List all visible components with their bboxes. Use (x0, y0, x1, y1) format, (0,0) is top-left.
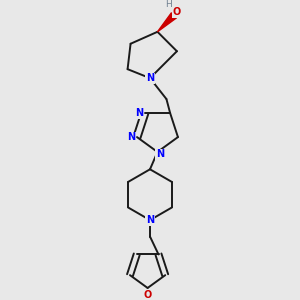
Text: N: N (128, 132, 136, 142)
Text: N: N (135, 108, 143, 118)
Text: H: H (165, 0, 172, 9)
Text: N: N (156, 149, 164, 159)
Polygon shape (158, 13, 176, 32)
Text: N: N (146, 73, 154, 83)
Text: O: O (143, 290, 152, 299)
Text: N: N (146, 215, 154, 225)
Text: O: O (172, 8, 180, 17)
